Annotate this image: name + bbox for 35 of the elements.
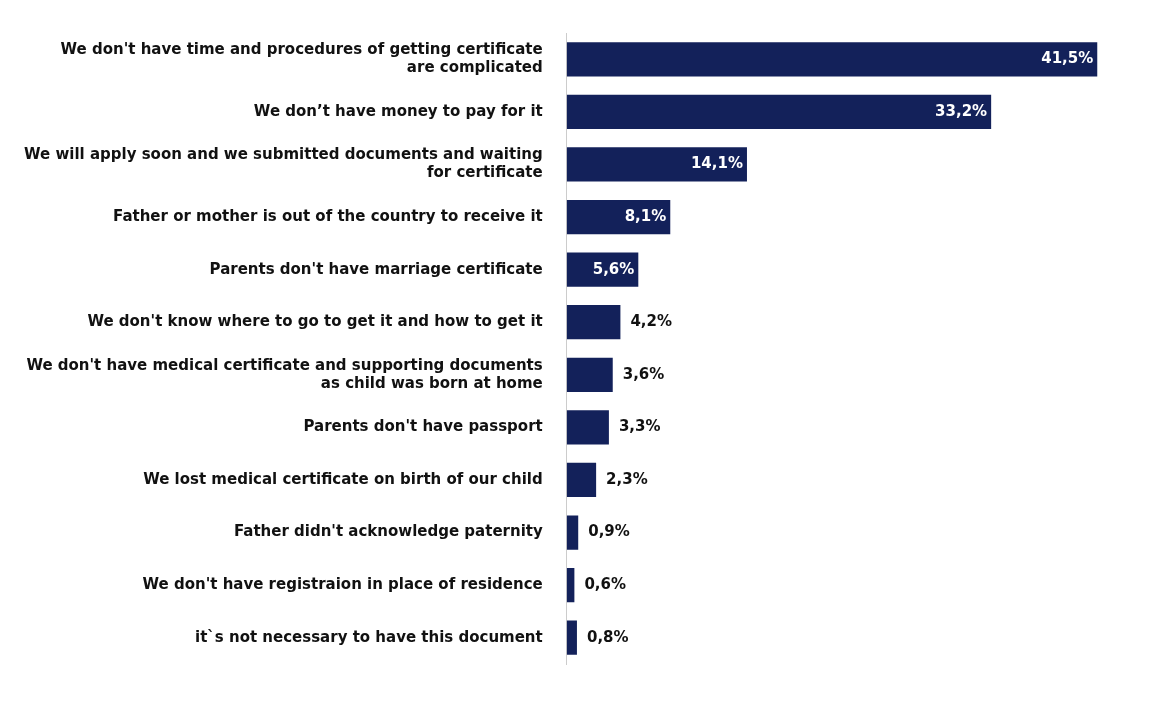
y-tick-label: Parents don't have marriage certificate	[209, 259, 543, 278]
bar	[566, 515, 579, 550]
bar	[566, 410, 609, 445]
data-label: 5,6%	[592, 259, 635, 278]
y-tick-label: it`s not necessary to have this document	[195, 627, 543, 646]
bar	[566, 357, 613, 392]
y-tick-label: We don't have time and procedures of getting certificate are complicated	[60, 40, 543, 77]
data-label: 14,1%	[690, 154, 743, 173]
bar	[566, 42, 1098, 77]
bar	[566, 620, 577, 655]
bar	[566, 147, 747, 182]
data-label: 33,2%	[935, 101, 988, 120]
y-tick-label: We don't have registraion in place of residence	[142, 575, 543, 594]
data-label: 0,9%	[588, 522, 630, 541]
data-label: 3,3%	[618, 417, 661, 436]
data-label: 2,3%	[606, 469, 648, 488]
data-label: 41,5%	[1041, 49, 1094, 68]
y-tick-label: We don't know where to go to get it and how to get it	[87, 312, 543, 331]
y-tick-label: We don't have medical certificate and supporting documents as child was born at home	[26, 355, 543, 392]
y-tick-label: We will apply soon and we submitted documents and waiting for certificate	[24, 145, 543, 182]
y-tick-label: Parents don't have passport	[303, 417, 543, 436]
data-label: 0,8%	[586, 627, 629, 646]
y-tick-label: Father didn't acknowledge paternity	[233, 522, 543, 541]
data-label: 8,1%	[624, 206, 667, 225]
data-label: 3,6%	[622, 364, 665, 383]
bar	[566, 94, 992, 129]
bar	[566, 199, 671, 235]
bar	[566, 568, 575, 603]
y-tick-label: We lost medical certificate on birth of our child	[143, 469, 543, 488]
data-label: 0,6%	[584, 575, 626, 594]
y-tick-label: We don’t have money to pay for it	[253, 101, 543, 120]
y-tick-label: Father or mother is out of the country to receive it	[113, 206, 543, 225]
bar	[566, 305, 621, 340]
data-label: 4,2%	[630, 312, 673, 331]
bar	[566, 462, 597, 498]
